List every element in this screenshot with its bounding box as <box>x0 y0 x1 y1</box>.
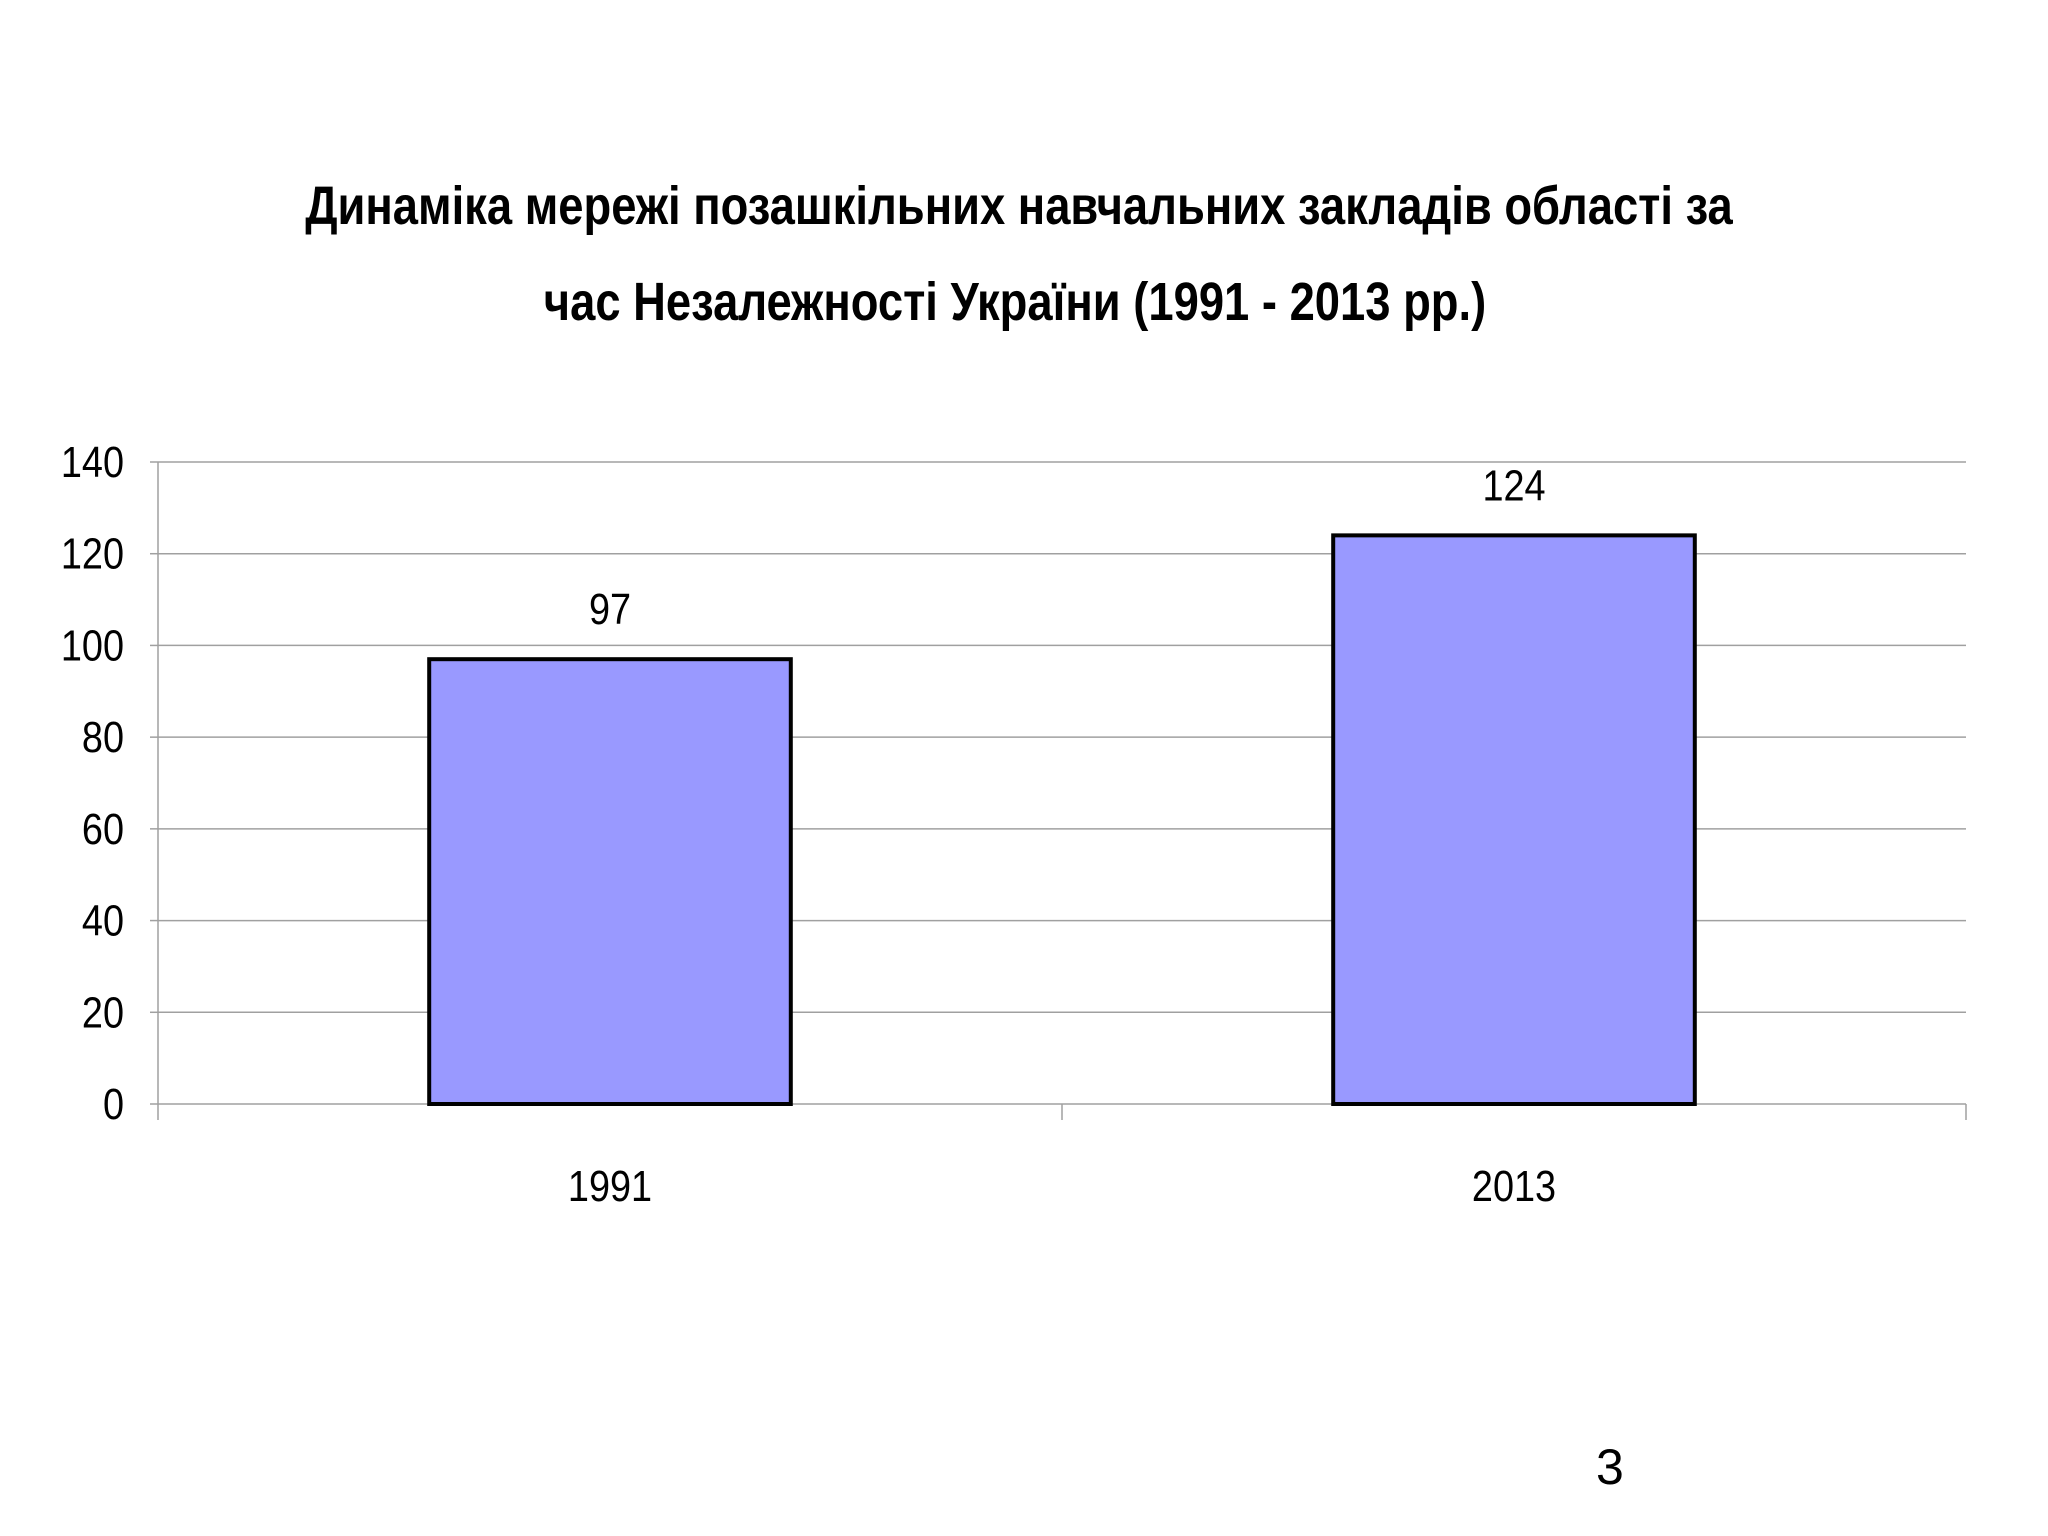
x-tick-label: 1991 <box>568 1161 652 1210</box>
data-label: 97 <box>589 585 631 634</box>
x-tick-label: 2013 <box>1472 1161 1556 1210</box>
bars <box>427 533 1697 1107</box>
chart-title-line-1: Динаміка мережі позашкільних навчальних … <box>305 176 1733 236</box>
y-tick-label: 0 <box>103 1079 124 1128</box>
y-tick-label: 140 <box>61 437 124 486</box>
y-tick-label: 120 <box>61 529 124 578</box>
y-tick-label: 100 <box>61 621 124 670</box>
chart-title-line-2: час Незалежності України (1991 - 2013 рр… <box>543 272 1487 332</box>
y-tick-label: 80 <box>82 712 124 761</box>
labels: 0 20 40 60 80 100 120 140 97 1991 124 2013 <box>61 437 1556 1210</box>
bar-2013 <box>1331 533 1697 1106</box>
y-tick-label: 60 <box>82 804 124 853</box>
bar-1991 <box>427 657 793 1107</box>
page-number: 3 <box>1596 1439 1624 1495</box>
y-tick-label: 20 <box>82 988 124 1037</box>
chart-title: Динаміка мережі позашкільних навчальних … <box>305 158 1733 350</box>
y-tick-label: 40 <box>82 896 124 945</box>
data-label: 124 <box>1482 461 1545 510</box>
